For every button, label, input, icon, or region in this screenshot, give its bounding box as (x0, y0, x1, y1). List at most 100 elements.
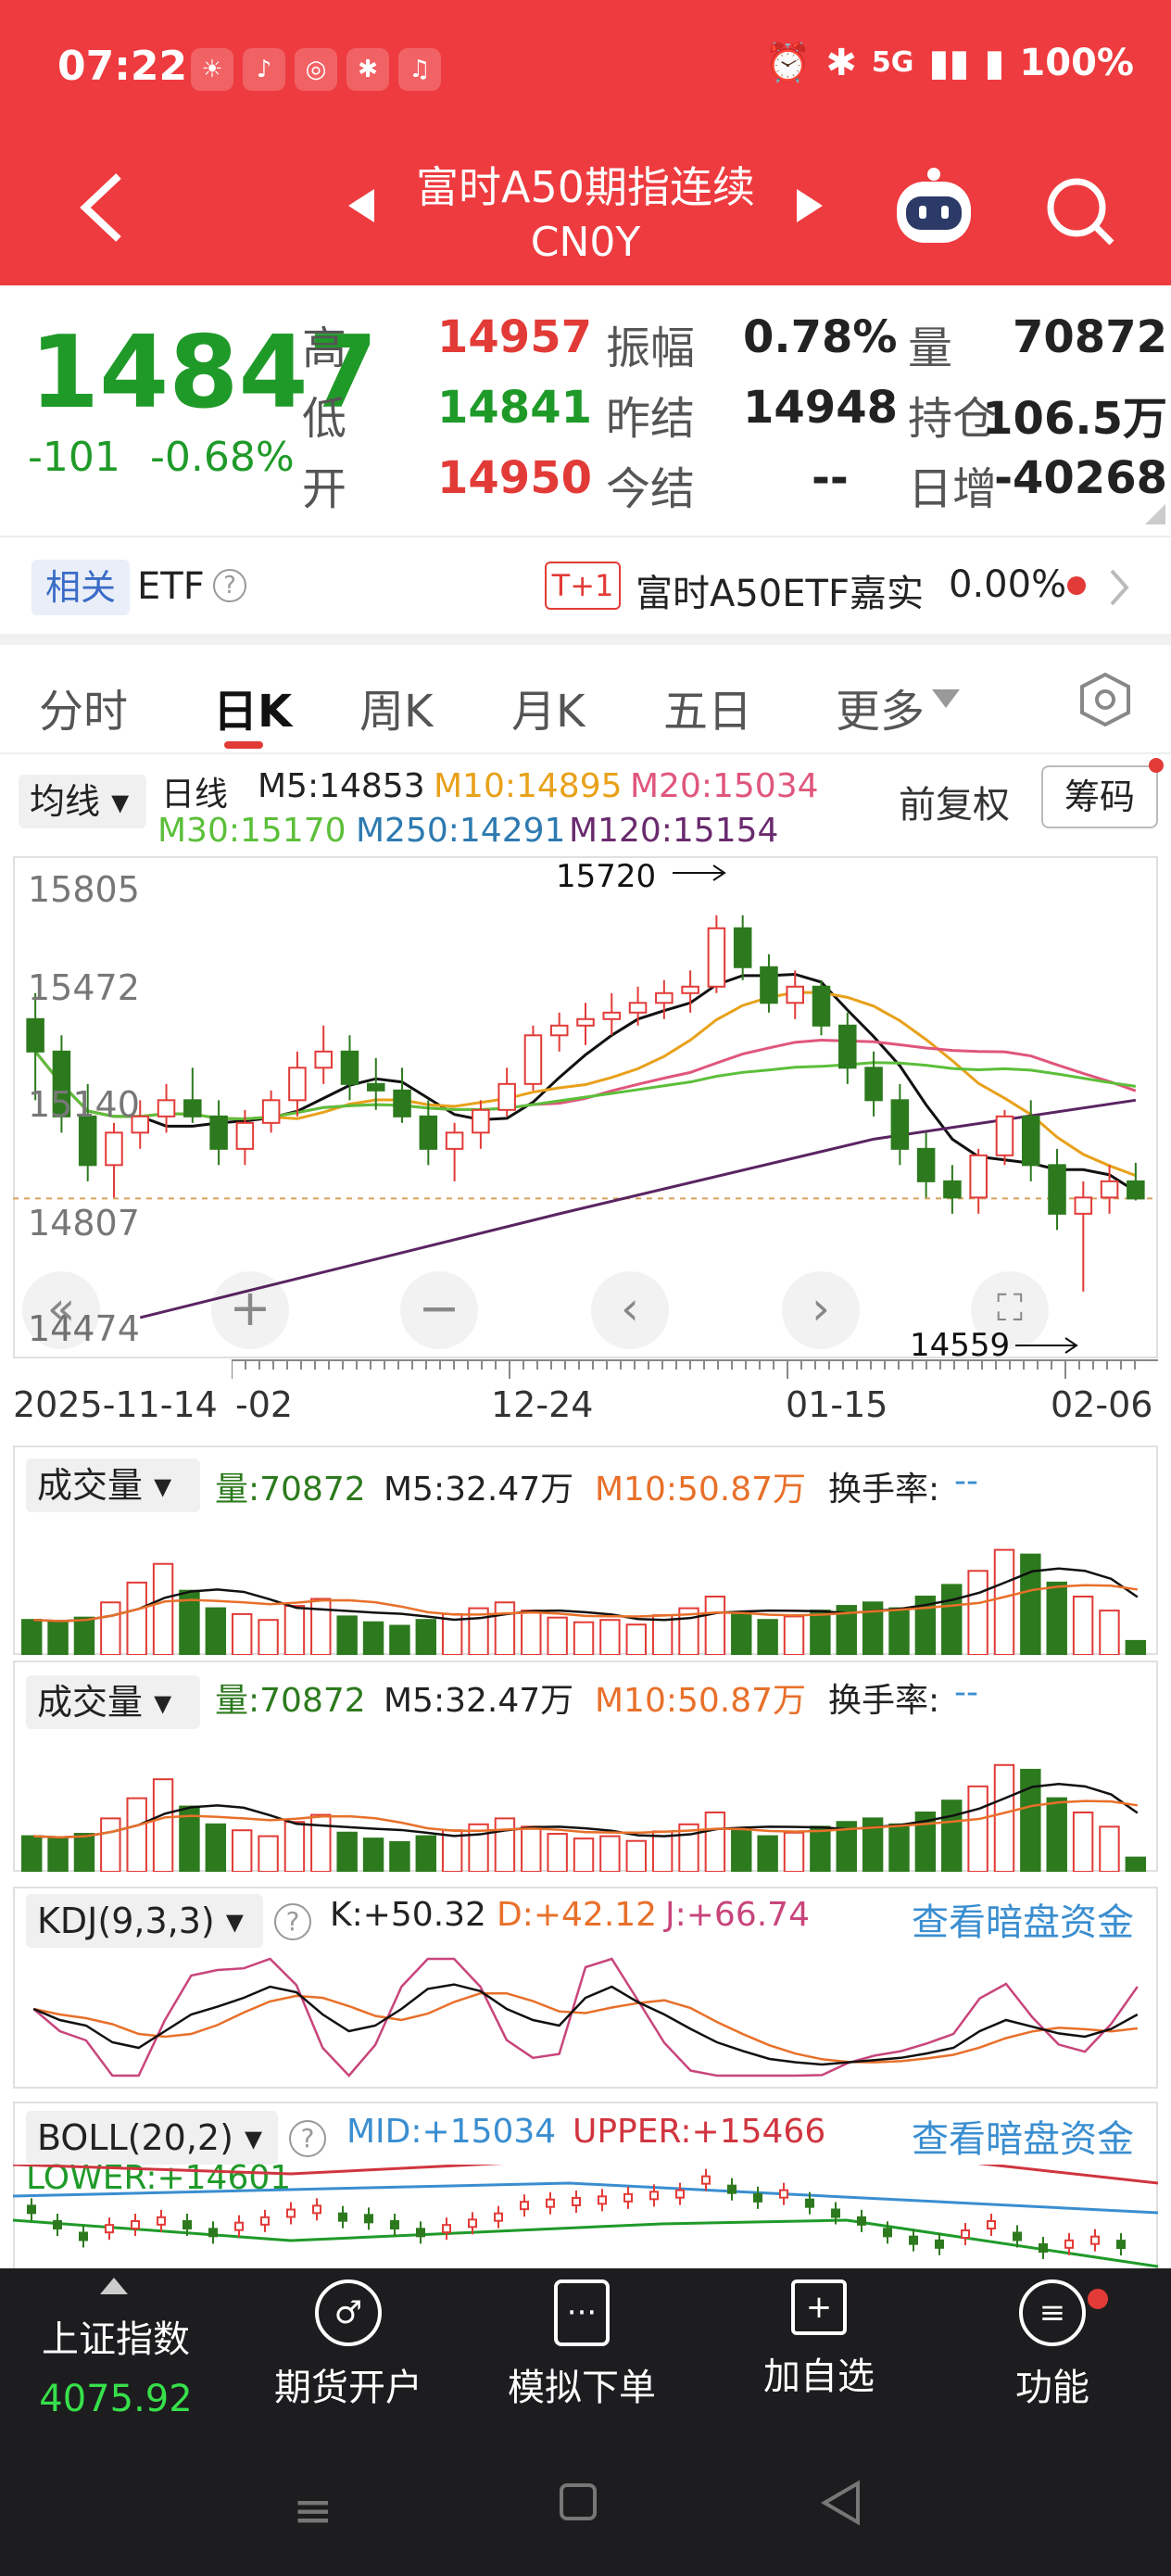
volume-bar (152, 1562, 174, 1655)
volume-bar (100, 1817, 121, 1872)
boll-upper: UPPER:+15466 (573, 2113, 826, 2151)
nav-functions[interactable]: ≡ 功能 (941, 2279, 1164, 2411)
fuquan-toggle[interactable]: 前复权 (899, 784, 1010, 827)
volume-bar (731, 1611, 752, 1655)
pan-right-icon[interactable]: › (782, 1271, 860, 1349)
ma10-label: M10:14895 (434, 767, 623, 805)
boll-candle-body (468, 2218, 477, 2229)
boll-mid-line (13, 2181, 1158, 2215)
zoom-in-icon[interactable]: + (211, 1271, 289, 1349)
y-tick-4: 14807 (28, 1203, 140, 1244)
high-marker: 15720 (556, 858, 657, 895)
volume-bar (1072, 1596, 1094, 1655)
volume-bar (336, 1615, 358, 1655)
system-back-icon[interactable] (821, 2480, 862, 2526)
help-icon[interactable]: ? (289, 2120, 326, 2157)
etf-label: ETF (137, 565, 205, 608)
candle-body (943, 1180, 962, 1199)
kline-chart[interactable] (13, 856, 1158, 1358)
boll-candle-body (416, 2228, 425, 2238)
candle-body (838, 1024, 857, 1069)
boll-candle-body (234, 2221, 244, 2231)
y-tick-2: 15472 (28, 967, 140, 1008)
dark-pool-link-2[interactable]: 查看暗盘资金 (912, 2118, 1134, 2161)
volume-bar (941, 1799, 963, 1872)
boll-candle-body (1013, 2231, 1022, 2241)
tab-daily-k[interactable]: 日K (213, 686, 293, 738)
candle-body (576, 1017, 595, 1027)
tab-monthly-k[interactable]: 月K (511, 686, 586, 738)
section-divider (0, 634, 1171, 645)
chouma-button[interactable]: 筹码 (1041, 765, 1158, 828)
candle-body (760, 966, 778, 1004)
volume-bar (362, 1837, 384, 1872)
tab-five-day[interactable]: 五日 (663, 686, 753, 738)
battery-icon: ▮ (984, 41, 1005, 84)
kline-chart-frame (13, 856, 1158, 1358)
x-tick-5: 02-06 (1051, 1384, 1153, 1425)
rewind-icon[interactable]: « (22, 1271, 100, 1349)
last-price: 14847 (30, 315, 378, 431)
expand-corner-icon[interactable] (1145, 504, 1165, 524)
zoom-out-icon[interactable]: − (400, 1271, 478, 1349)
tab-weekly-k[interactable]: 周K (359, 686, 434, 738)
candle-body (523, 1034, 543, 1085)
volume-dropdown[interactable]: 成交量 ▾ (26, 1458, 200, 1512)
search-icon[interactable] (1043, 174, 1117, 248)
candle-body (1127, 1180, 1145, 1200)
prev-arrow-icon[interactable] (345, 185, 378, 226)
next-arrow-icon[interactable] (793, 185, 826, 226)
volume-bar (21, 1619, 43, 1655)
robot-icon[interactable] (889, 163, 978, 252)
settings-hex-icon[interactable] (1077, 671, 1134, 728)
music-icon: ♫ (398, 48, 441, 91)
volume-bar (810, 1610, 831, 1655)
help-icon[interactable]: ? (274, 1903, 311, 1940)
app-icon: ☀ (191, 48, 233, 91)
volume-bar (1020, 1768, 1041, 1872)
volume-bar (521, 1610, 542, 1655)
tab-more[interactable]: 更多 (836, 686, 925, 738)
menu-circle-icon: ≡ (1019, 2279, 1086, 2346)
nav-futures-account[interactable]: ♂ 期货开户 (237, 2279, 460, 2411)
ma-dropdown[interactable]: 均线 ▾ (19, 775, 146, 828)
dark-pool-link[interactable]: 查看暗盘资金 (912, 1901, 1134, 1944)
etf-name[interactable]: 富时A50ETF嘉实 (636, 573, 924, 615)
high-label: 高 (302, 322, 347, 374)
boll-candle-body (805, 2198, 814, 2208)
nav-simulated-order[interactable]: ··· 模拟下单 (471, 2279, 693, 2411)
tab-intraday[interactable]: 分时 (39, 686, 129, 738)
candle-body (969, 1154, 988, 1199)
nav-label: 模拟下单 (508, 2367, 656, 2409)
candle-body (890, 1099, 910, 1150)
volume-bar (678, 1607, 699, 1655)
boll-candle-body (649, 2191, 659, 2201)
turnover-value-2: -- (954, 1673, 978, 1711)
back-icon[interactable] (74, 169, 130, 246)
status-right: ⏰ ✱ 5G ▮▮ ▮ 100% (765, 41, 1134, 85)
help-icon[interactable]: ? (213, 569, 246, 602)
volume-bar (1099, 1610, 1120, 1655)
volume-bar (205, 1607, 227, 1655)
nav-add-watchlist[interactable]: + 加自选 (708, 2279, 930, 2400)
volume-bar (100, 1601, 121, 1655)
system-menu-icon[interactable]: ≡ (293, 2483, 334, 2539)
volume-bar (783, 1831, 805, 1872)
open-interest-value: 106.5万 (982, 393, 1167, 445)
kdj-dropdown[interactable]: KDJ(9,3,3) ▾ (26, 1894, 263, 1948)
nav-label: 加自选 (763, 2355, 875, 2398)
volume-bar (283, 1821, 306, 1872)
kline-type: 日线 (161, 776, 229, 814)
volume-bar (389, 1841, 410, 1872)
system-home-icon[interactable] (560, 2483, 597, 2520)
volume-dropdown-2[interactable]: 成交量 ▾ (26, 1675, 200, 1729)
add-box-icon: + (791, 2279, 847, 2335)
pan-left-icon[interactable]: ‹ (591, 1271, 669, 1349)
volume-bar (941, 1584, 963, 1655)
boll-dropdown[interactable]: BOLL(20,2) ▾ (26, 2111, 278, 2165)
volume-bar (862, 1817, 884, 1872)
boll-candle-body (753, 2192, 762, 2203)
chevron-right-icon[interactable] (1106, 567, 1132, 608)
fullscreen-icon[interactable]: ⛶ (971, 1271, 1049, 1349)
index-name[interactable]: 上证指数 (42, 2318, 190, 2361)
